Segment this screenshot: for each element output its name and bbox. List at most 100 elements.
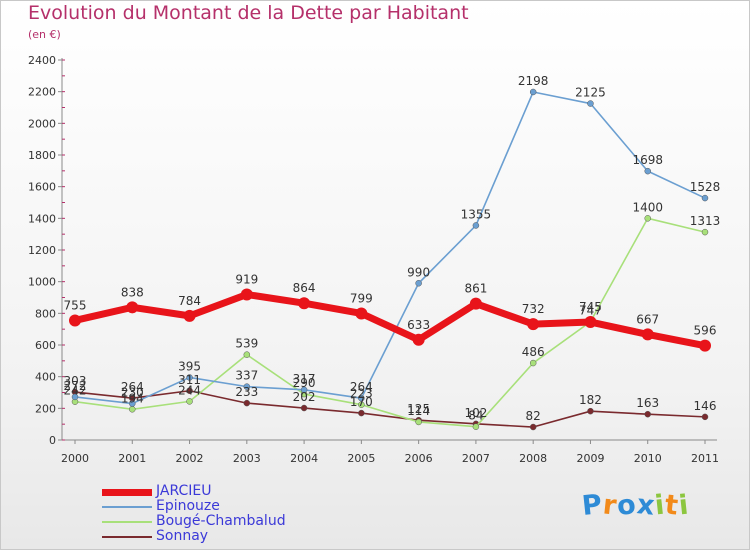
data-label-sonnay: 82 bbox=[526, 409, 541, 423]
data-point-sonnay bbox=[243, 399, 251, 407]
y-tick-label: 600 bbox=[35, 339, 56, 352]
data-point-epinouze bbox=[129, 400, 136, 407]
data-label-boug-chambalud: 84 bbox=[468, 409, 483, 423]
y-tick-label: 2200 bbox=[28, 86, 56, 99]
data-point-boug-chambalud bbox=[186, 398, 193, 405]
data-label-boug-chambalud: 1400 bbox=[632, 200, 663, 214]
data-label-jarcieu: 784 bbox=[178, 294, 201, 308]
data-label-epinouze: 272 bbox=[64, 379, 87, 393]
data-label-sonnay: 170 bbox=[350, 395, 373, 409]
data-label-sonnay: 102 bbox=[464, 406, 487, 420]
x-tick-label: 2011 bbox=[691, 452, 719, 465]
data-point-epinouze bbox=[186, 374, 193, 381]
data-label-epinouze: 264 bbox=[350, 380, 373, 394]
x-tick-label: 2009 bbox=[576, 452, 604, 465]
data-point-jarcieu bbox=[469, 297, 482, 310]
x-tick-label: 2003 bbox=[233, 452, 261, 465]
data-point-jarcieu bbox=[183, 309, 196, 322]
y-tick-label: 1800 bbox=[28, 149, 56, 162]
legend-swatch-jarcieu bbox=[102, 488, 152, 496]
data-point-epinouze bbox=[71, 393, 79, 401]
legend-swatch-sonnay bbox=[102, 536, 152, 538]
data-label-boug-chambalud: 539 bbox=[235, 337, 258, 351]
data-label-sonnay: 233 bbox=[235, 385, 258, 399]
legend-swatch-epinouze bbox=[102, 506, 152, 508]
data-point-boug-chambalud bbox=[129, 406, 136, 413]
x-tick-label: 2000 bbox=[61, 452, 89, 465]
data-label-epinouze: 2198 bbox=[518, 74, 549, 88]
data-point-epinouze bbox=[358, 394, 365, 402]
data-label-epinouze: 317 bbox=[293, 372, 316, 386]
data-label-sonnay: 125 bbox=[407, 402, 430, 416]
series-line-sonnay bbox=[74, 389, 706, 428]
data-label-jarcieu: 799 bbox=[350, 291, 373, 305]
x-tick-label: 2004 bbox=[290, 452, 318, 465]
data-point-epinouze bbox=[300, 386, 308, 394]
data-point-epinouze bbox=[415, 280, 422, 287]
y-tick-label: 0 bbox=[49, 434, 56, 447]
data-point-sonnay bbox=[300, 404, 308, 412]
data-point-jarcieu bbox=[69, 314, 81, 327]
data-label-epinouze: 337 bbox=[235, 369, 258, 383]
data-point-jarcieu bbox=[641, 328, 654, 341]
data-point-epinouze bbox=[472, 222, 480, 229]
data-point-jarcieu bbox=[126, 301, 139, 314]
data-point-jarcieu bbox=[412, 333, 425, 346]
logo-letter: i bbox=[677, 489, 692, 522]
data-label-jarcieu: 919 bbox=[235, 272, 258, 286]
data-label-boug-chambalud: 114 bbox=[407, 404, 430, 418]
data-point-jarcieu bbox=[699, 339, 711, 352]
chart-axes: 0 200 400 600 800 1000 1200 1400 1600 1800 2000 220… bbox=[28, 54, 719, 465]
data-label-jarcieu: 861 bbox=[464, 282, 487, 296]
y-tick-label: 2000 bbox=[28, 117, 56, 130]
data-point-boug-chambalud bbox=[529, 359, 537, 367]
legend-label-epinouze: Epinouze bbox=[156, 498, 220, 514]
data-label-sonnay: 146 bbox=[694, 399, 717, 413]
data-label-jarcieu: 596 bbox=[694, 324, 717, 338]
data-label-boug-chambalud: 486 bbox=[522, 345, 545, 359]
data-label-epinouze: 1355 bbox=[461, 207, 492, 221]
data-point-boug-chambalud bbox=[644, 215, 651, 222]
data-point-sonnay bbox=[587, 407, 594, 415]
data-label-epinouze: 395 bbox=[178, 359, 201, 373]
legend-label-boug-chambalud: Bougé-Chambalud bbox=[156, 513, 286, 529]
y-tick-label: 2400 bbox=[28, 54, 56, 67]
data-label-sonnay: 202 bbox=[293, 390, 316, 404]
x-tick-label: 2005 bbox=[347, 452, 375, 465]
data-label-epinouze: 990 bbox=[407, 265, 430, 279]
data-label-sonnay: 303 bbox=[64, 374, 87, 388]
data-label-sonnay: 264 bbox=[121, 380, 144, 394]
data-point-epinouze bbox=[529, 88, 537, 96]
data-point-epinouze bbox=[644, 167, 651, 175]
data-point-boug-chambalud bbox=[415, 418, 422, 426]
data-label-sonnay: 311 bbox=[178, 373, 201, 387]
data-label-boug-chambalud: 1313 bbox=[690, 214, 721, 228]
legend-label-sonnay: Sonnay bbox=[156, 528, 209, 544]
data-point-sonnay bbox=[186, 387, 193, 395]
data-point-jarcieu bbox=[240, 288, 253, 301]
legend-label-jarcieu: JARCIEU bbox=[156, 483, 212, 499]
data-label-jarcieu: 633 bbox=[407, 318, 430, 332]
chart-title: Evolution du Montant de la Dette par Hab… bbox=[28, 2, 469, 24]
data-label-sonnay: 163 bbox=[636, 396, 659, 410]
x-tick-label: 2007 bbox=[462, 452, 490, 465]
data-point-boug-chambalud bbox=[358, 401, 365, 408]
x-tick-label: 2001 bbox=[118, 452, 146, 465]
data-label-boug-chambalud: 290 bbox=[293, 376, 316, 390]
series-line-boug-chambalud bbox=[74, 217, 706, 428]
data-label-boug-chambalud: 194 bbox=[121, 391, 144, 405]
chart-subtitle: (en €) bbox=[28, 28, 61, 41]
data-label-jarcieu: 732 bbox=[522, 302, 545, 316]
y-tick-label: 800 bbox=[35, 307, 56, 320]
chart-data-labels: 303 264 311 233 202 170 125 102 82 182 163 146 242 19… bbox=[64, 74, 721, 423]
data-label-epinouze: 2125 bbox=[575, 86, 606, 100]
data-label-jarcieu: 745 bbox=[579, 300, 602, 314]
y-tick-label: 1400 bbox=[28, 212, 56, 225]
data-point-jarcieu bbox=[584, 316, 597, 329]
data-point-sonnay bbox=[358, 409, 365, 417]
y-tick-label: 400 bbox=[35, 371, 56, 384]
data-point-epinouze bbox=[701, 194, 709, 202]
data-point-sonnay bbox=[644, 410, 651, 418]
data-point-boug-chambalud bbox=[701, 228, 709, 236]
